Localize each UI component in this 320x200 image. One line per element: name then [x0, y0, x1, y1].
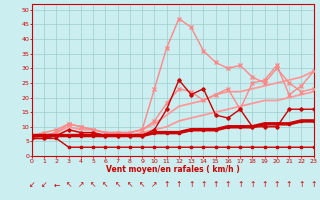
Text: ↑: ↑	[225, 180, 231, 189]
Text: ↖: ↖	[90, 180, 96, 189]
Text: ↑: ↑	[310, 180, 317, 189]
Text: ↑: ↑	[237, 180, 243, 189]
Text: ↑: ↑	[176, 180, 182, 189]
Text: ↙: ↙	[29, 180, 35, 189]
Text: ↑: ↑	[286, 180, 292, 189]
Text: ↑: ↑	[212, 180, 219, 189]
Text: ↑: ↑	[200, 180, 207, 189]
X-axis label: Vent moyen/en rafales ( km/h ): Vent moyen/en rafales ( km/h )	[106, 165, 240, 174]
Text: ↑: ↑	[164, 180, 170, 189]
Text: ←: ←	[53, 180, 60, 189]
Text: ↖: ↖	[102, 180, 109, 189]
Text: ↑: ↑	[261, 180, 268, 189]
Text: ↙: ↙	[41, 180, 47, 189]
Text: ↖: ↖	[127, 180, 133, 189]
Text: ↖: ↖	[139, 180, 145, 189]
Text: ↖: ↖	[66, 180, 72, 189]
Text: ↑: ↑	[274, 180, 280, 189]
Text: ↗: ↗	[78, 180, 84, 189]
Text: ↗: ↗	[151, 180, 158, 189]
Text: ↑: ↑	[249, 180, 256, 189]
Text: ↑: ↑	[188, 180, 194, 189]
Text: ↖: ↖	[115, 180, 121, 189]
Text: ↑: ↑	[298, 180, 305, 189]
